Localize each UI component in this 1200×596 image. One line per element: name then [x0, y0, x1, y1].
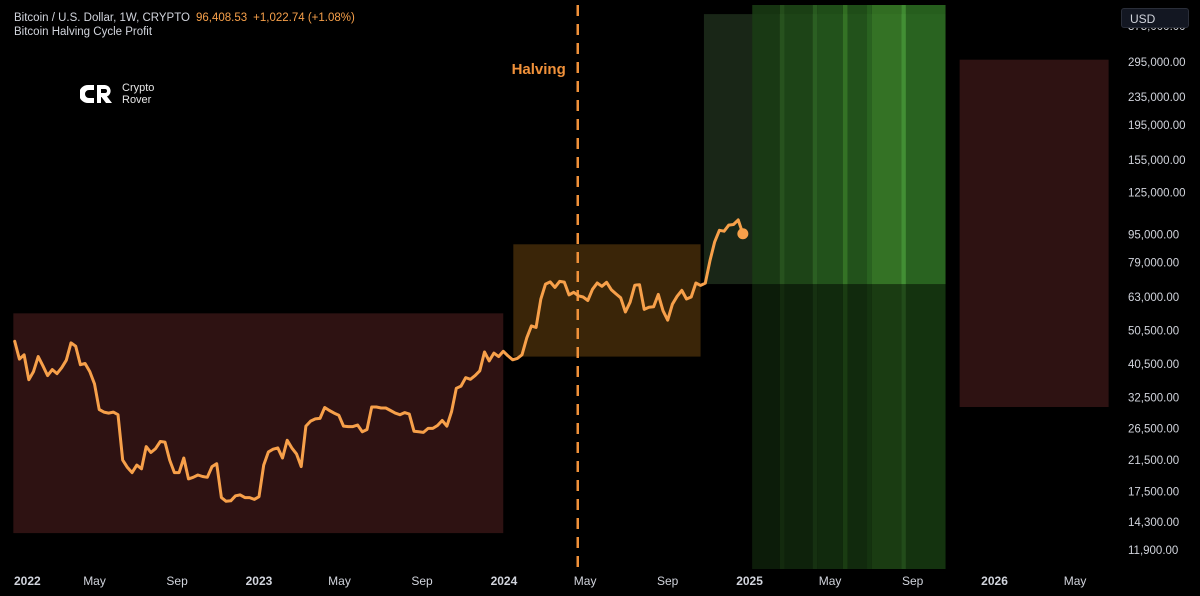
currency-button[interactable]: USD — [1121, 8, 1189, 28]
x-tick-label-8: Sep — [657, 574, 679, 588]
y-tick-label-10: 40,500.00 — [1128, 359, 1179, 371]
green-stripe-0 — [752, 5, 780, 569]
x-tick-label-11: Sep — [902, 574, 924, 588]
green-stripe-10 — [905, 5, 946, 569]
y-tick-label-14: 17,500.00 — [1128, 486, 1179, 498]
x-tick-label-1: May — [83, 574, 106, 588]
price-series — [13, 218, 749, 503]
y-tick-label-4: 155,000.00 — [1128, 155, 1186, 167]
y-tick-label-2: 235,000.00 — [1128, 92, 1186, 104]
y-tick-label-11: 32,500.00 — [1128, 392, 1179, 404]
y-tick-label-8: 63,000.00 — [1128, 292, 1179, 304]
green-stripe-8 — [871, 5, 902, 569]
x-tick-label-4: May — [328, 574, 351, 588]
zone-red-3 — [959, 59, 1109, 407]
green-stripe-1 — [779, 5, 785, 569]
green-stripe-9 — [901, 5, 906, 569]
green-stripe-6 — [847, 5, 868, 569]
green-stripe-3 — [812, 5, 818, 569]
logo-text: Crypto Rover — [122, 82, 154, 106]
x-tick-label-9: 2025 — [736, 574, 763, 588]
zone-orange-1 — [513, 244, 701, 357]
last-price: 96,408.53 — [195, 12, 248, 24]
x-tick-label-7: May — [574, 574, 597, 588]
logo-line-2: Rover — [122, 94, 152, 106]
x-tick-label-6: 2024 — [491, 574, 518, 588]
green-stripe-shade — [752, 284, 946, 569]
y-tick-label-15: 14,300.00 — [1128, 517, 1179, 529]
y-tick-label-12: 26,500.00 — [1128, 423, 1179, 435]
symbol-title[interactable]: Bitcoin / U.S. Dollar, 1W, CRYPTO — [14, 12, 190, 24]
x-tick-label-3: 2023 — [246, 574, 273, 588]
green-stripe-2 — [784, 5, 813, 569]
green-profit-stripes — [752, 5, 946, 569]
x-tick-label-0: 2022 — [14, 574, 41, 588]
x-tick-label-2: Sep — [166, 574, 188, 588]
y-tick-label-3: 195,000.00 — [1128, 120, 1186, 132]
y-tick-label-6: 95,000.00 — [1128, 229, 1179, 241]
x-axis[interactable]: 2022 May Sep 2023 May Sep 2024 May Sep 2025 May Sep… — [14, 574, 1086, 588]
logo-line-1: Crypto — [122, 82, 155, 94]
halving-marker: Halving — [512, 5, 580, 569]
x-tick-label-13: May — [1064, 574, 1087, 588]
price-line-0 — [13, 218, 745, 503]
y-tick-label-9: 50,500.00 — [1128, 325, 1179, 337]
y-tick-label-5: 125,000.00 — [1128, 188, 1186, 200]
green-stripe-4 — [817, 5, 843, 569]
symbol-header: Bitcoin / U.S. Dollar, 1W, CRYPTO 96,408.… — [14, 10, 355, 26]
price-change: +1,022.74 (+1.08%) — [253, 12, 355, 24]
zone-red-0 — [13, 313, 504, 534]
last-price-dot — [737, 228, 749, 240]
x-tick-label-5: Sep — [411, 574, 433, 588]
crypto-rover-logo: Crypto Rover — [80, 82, 154, 106]
green-stripe-7 — [867, 5, 872, 569]
y-axis[interactable]: 375,000.00295,000.00235,000.00195,000.00… — [1128, 21, 1186, 557]
y-tick-label-13: 21,500.00 — [1128, 455, 1179, 467]
y-tick-label-7: 79,000.00 — [1128, 257, 1179, 269]
cr-logo-icon — [80, 85, 112, 103]
halving-label: Halving — [512, 61, 566, 78]
x-tick-label-10: May — [819, 574, 842, 588]
y-tick-label-1: 295,000.00 — [1128, 57, 1186, 69]
green-stripe-5 — [842, 5, 848, 569]
indicator-title[interactable]: Bitcoin Halving Cycle Profit — [14, 26, 153, 38]
y-tick-label-16: 11,900.00 — [1128, 545, 1178, 557]
x-tick-label-12: 2026 — [981, 574, 1008, 588]
